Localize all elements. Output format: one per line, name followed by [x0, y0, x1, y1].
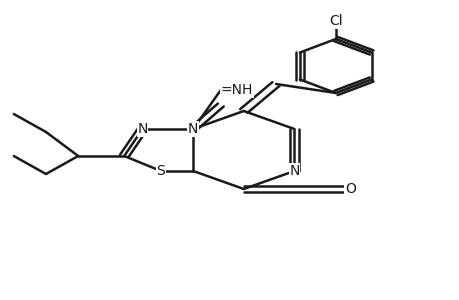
Text: N: N: [137, 122, 147, 136]
Text: N: N: [289, 164, 299, 178]
Text: =NH: =NH: [220, 83, 252, 97]
Text: Cl: Cl: [328, 14, 342, 28]
Text: N: N: [188, 122, 198, 136]
Text: O: O: [344, 182, 355, 196]
Text: S: S: [156, 164, 165, 178]
